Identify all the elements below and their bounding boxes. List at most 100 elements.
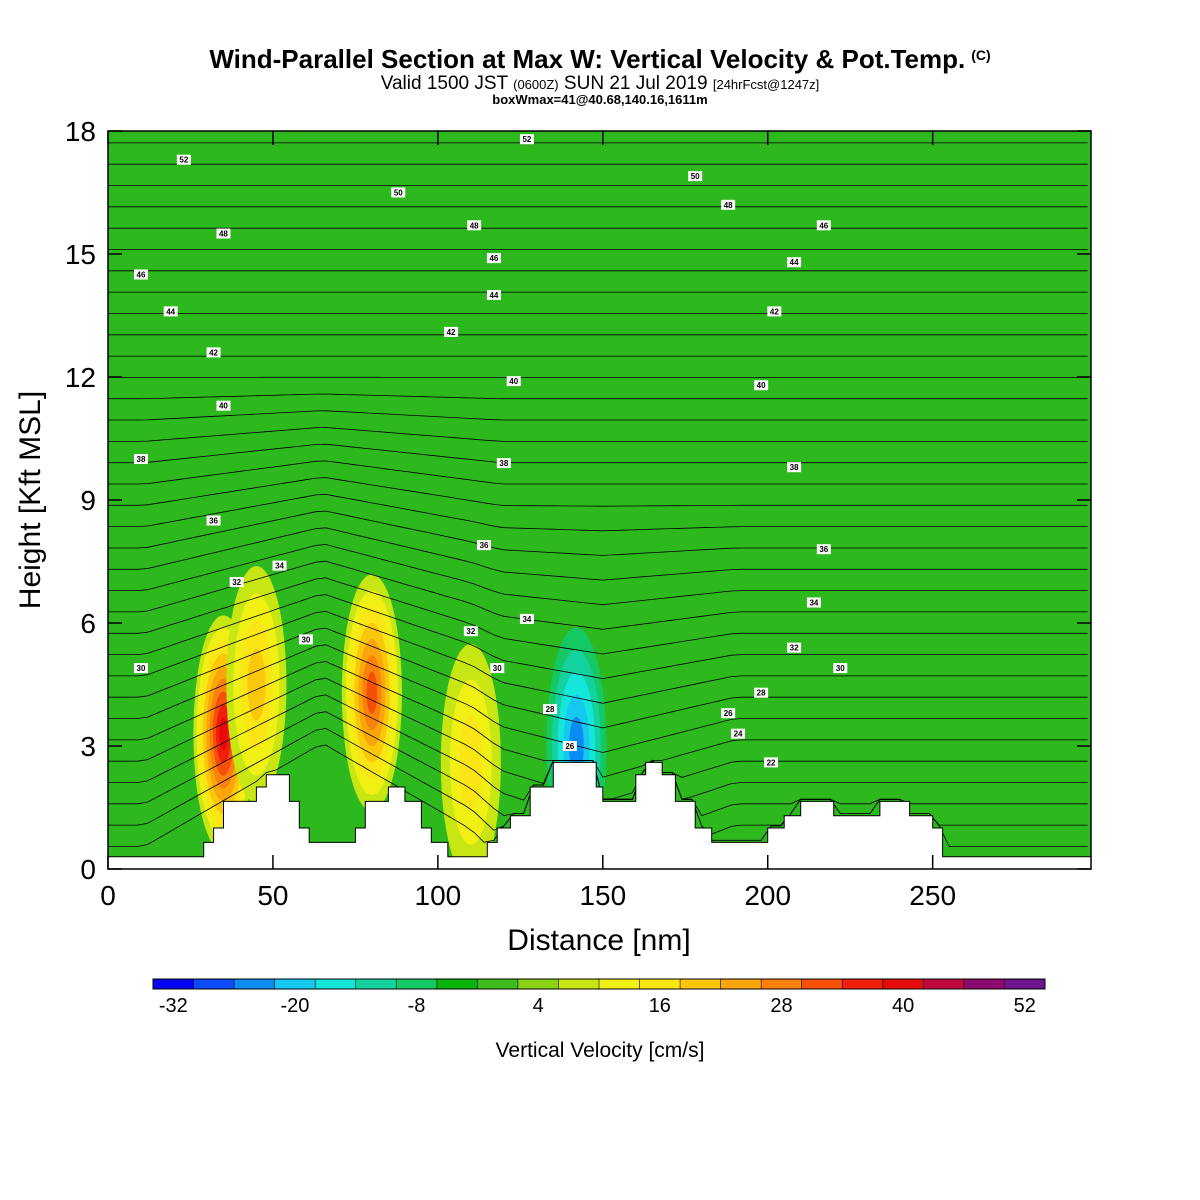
colorbar-swatch (436, 979, 478, 989)
colorbar-swatch (923, 979, 965, 989)
valid-utc: (0600Z) (513, 77, 559, 92)
contour-label-text: 34 (275, 562, 284, 571)
colorbar-tick-label: -8 (408, 995, 426, 1017)
theta-contour (108, 427, 1088, 442)
colorbar-tick-label: 52 (1014, 995, 1036, 1017)
y-tick-label: 15 (65, 239, 96, 270)
contour-label: 22 (764, 757, 779, 768)
contour-label: 30 (298, 634, 313, 645)
contour-label-text: 28 (546, 705, 555, 714)
colorbar-swatch (517, 979, 559, 989)
contour-label-text: 24 (734, 730, 743, 739)
contour-label-text: 42 (209, 348, 218, 357)
contour-label: 38 (133, 454, 148, 464)
theta-contour (108, 610, 1088, 704)
contour-label: 52 (176, 154, 191, 165)
colorbar-swatch (720, 979, 762, 989)
theta-contour (108, 460, 1088, 485)
contour-label-box (216, 228, 231, 239)
colorbar-swatch (315, 979, 357, 989)
x-tick-label: 250 (909, 880, 956, 911)
colorbar-swatch (842, 979, 884, 989)
chart-title-text: Wind-Parallel Section at Max W: Vertical… (209, 44, 966, 74)
updraft-core (459, 715, 483, 810)
colorbar-swatch (963, 979, 1005, 989)
y-tick-label: 18 (65, 116, 96, 147)
contour-label-box (444, 326, 459, 337)
contour-label-text: 36 (209, 517, 218, 526)
contour-label-text: 36 (819, 545, 828, 554)
colorbar-tick-label: 28 (770, 995, 792, 1017)
colorbar-swatch (599, 979, 640, 989)
contour-label-text: 48 (724, 201, 733, 210)
contour-label: 52 (519, 134, 534, 145)
contour-label-text: 44 (166, 307, 175, 316)
contour-label-text: 38 (137, 455, 146, 464)
colorbar-label: Vertical Velocity [cm/s] (496, 1039, 705, 1062)
contour-label-box (767, 306, 782, 317)
contour-label: 42 (767, 306, 782, 317)
contour-label: 40 (754, 380, 769, 391)
y-tick-label: 0 (80, 854, 96, 885)
theta-contour (108, 410, 1088, 421)
contour-label: 48 (721, 199, 736, 210)
contour-label-box (298, 634, 313, 645)
contour-label-box (506, 376, 521, 387)
theta-contour (108, 493, 1088, 532)
contour-label: 50 (688, 171, 703, 182)
copyright-mark: (C) (971, 47, 991, 63)
contour-label-box (477, 540, 492, 551)
colorbar-tick-label: -20 (280, 995, 309, 1017)
contour-label-text: 30 (301, 635, 310, 644)
contour-label-box (463, 626, 478, 637)
colorbar-swatch (680, 979, 721, 989)
contour-label: 46 (486, 253, 501, 264)
contour-label: 42 (206, 347, 221, 358)
contour-label-box (216, 400, 231, 411)
contour-label: 36 (477, 540, 492, 551)
boxwmax-label: boxWmax=41@40.68,140.16,1611m (492, 92, 708, 107)
contour-label: 32 (463, 626, 478, 637)
contour-label-box (562, 741, 577, 751)
contour-label-text: 42 (447, 328, 456, 337)
colorbar-swatch (153, 979, 194, 989)
contour-label-box (467, 220, 482, 231)
contour-label: 50 (391, 187, 406, 198)
contour-label-box (688, 171, 703, 182)
contour-label-box (496, 458, 511, 469)
colorbar-swatch (355, 979, 397, 989)
contour-label: 38 (496, 458, 511, 469)
contour-label-text: 40 (219, 402, 228, 411)
colorbar-swatch (882, 979, 924, 989)
x-tick-label: 50 (257, 880, 288, 911)
contour-label-box (754, 687, 769, 698)
colorbar-swatch (193, 979, 235, 989)
contour-label-text: 46 (489, 254, 498, 263)
x-tick-label: 200 (744, 880, 791, 911)
vertical-velocity-field (193, 566, 607, 869)
contour-label: 32 (229, 577, 244, 587)
contour-label: 28 (754, 687, 769, 698)
contour-label: 30 (833, 663, 848, 674)
contour-label-box (133, 269, 148, 280)
contour-label-box (731, 728, 746, 739)
contour-label-box (176, 154, 191, 165)
theta-contour (108, 577, 1088, 655)
contour-label: 40 (506, 376, 521, 387)
colorbar-swatch (801, 979, 843, 989)
contour-label-text: 22 (767, 758, 776, 767)
y-tick-label: 12 (65, 362, 96, 393)
contour-label: 40 (216, 400, 231, 411)
contour-label-text: 28 (757, 689, 766, 698)
colorbar-swatch (396, 979, 438, 989)
contour-label: 26 (721, 708, 736, 719)
colorbar-swatch (1004, 979, 1046, 989)
colorbar-swatch (761, 979, 803, 989)
theta-contour (108, 627, 1088, 729)
y-tick-label: 6 (80, 608, 96, 639)
contour-label: 44 (486, 290, 501, 300)
contour-label: 28 (543, 704, 558, 715)
contour-label: 46 (133, 269, 148, 280)
theta-contour (108, 560, 1088, 630)
